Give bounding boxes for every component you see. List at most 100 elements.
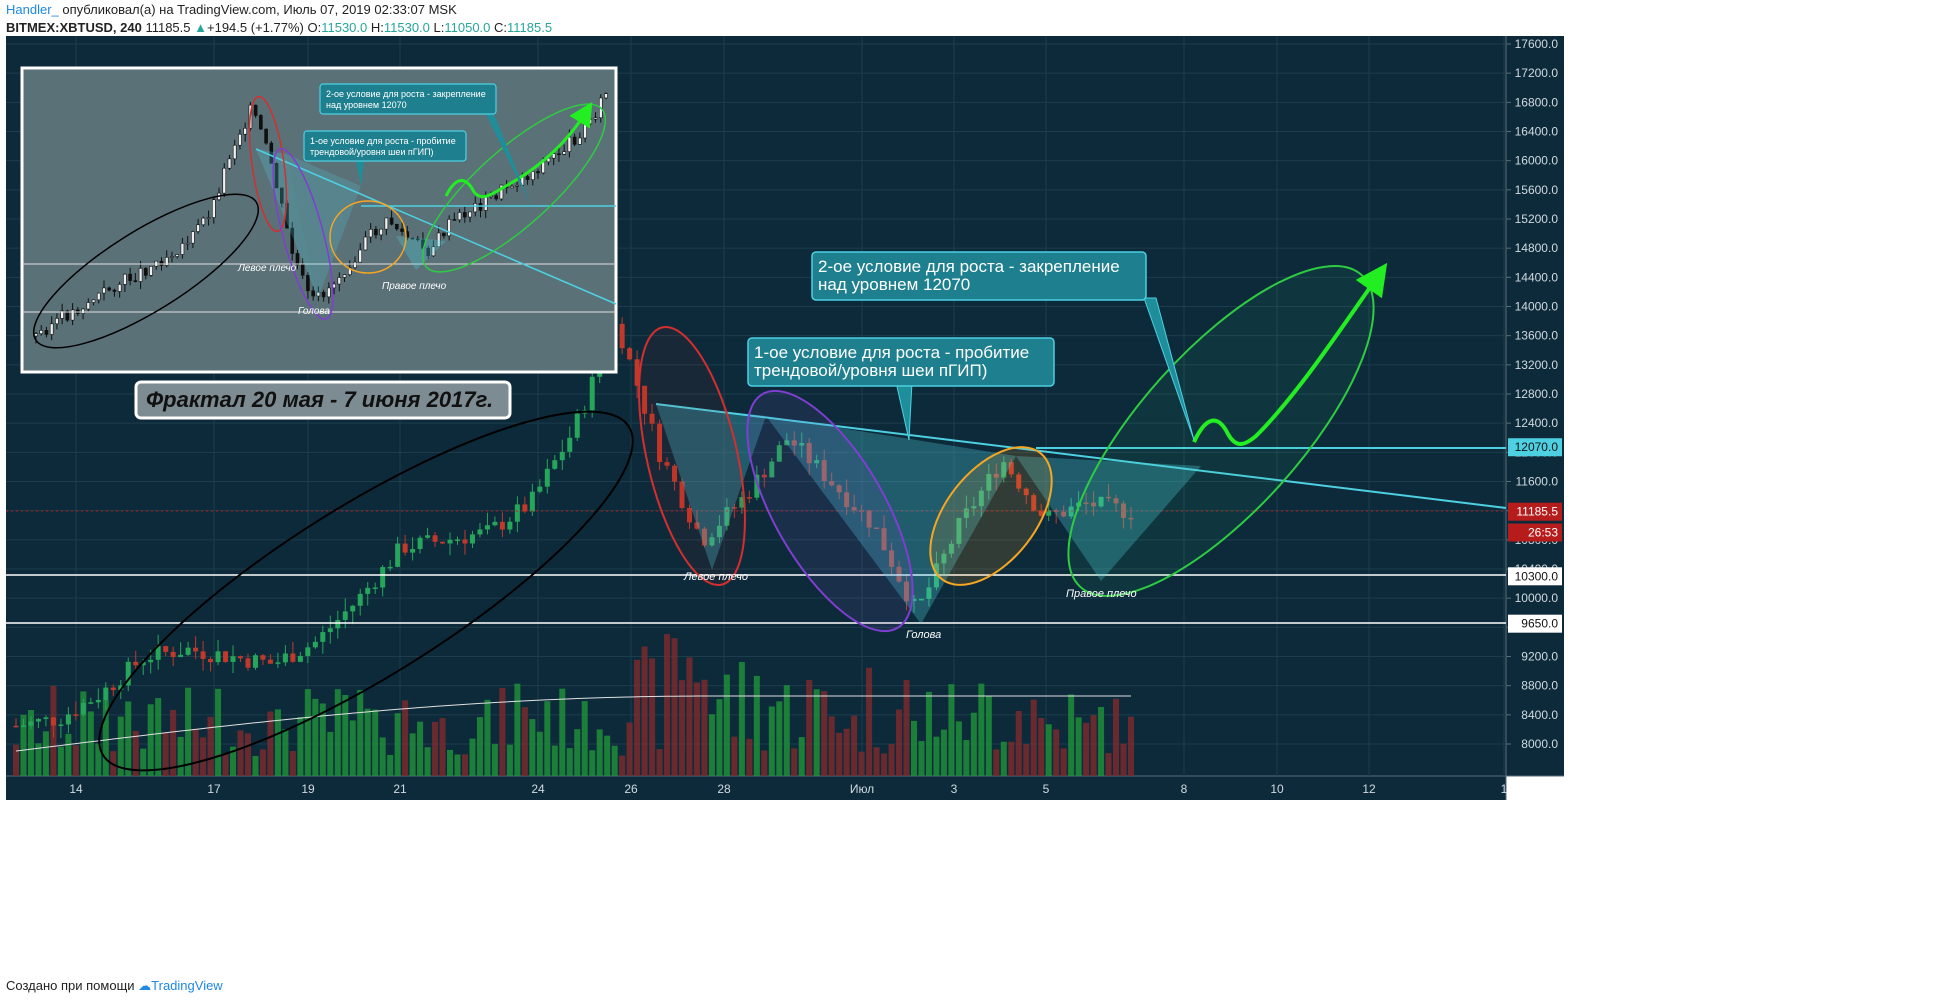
volume-bar xyxy=(708,714,715,776)
candle-body xyxy=(1008,462,1014,475)
candle-body xyxy=(320,632,326,642)
volume-bar xyxy=(746,738,753,776)
candle-body xyxy=(455,539,461,541)
inset-candle xyxy=(238,133,242,146)
volume-bar xyxy=(559,688,566,776)
volume-bar xyxy=(910,720,917,776)
candle-body xyxy=(1106,496,1112,499)
candle-body xyxy=(245,658,251,668)
fractal-inset[interactable]: 1-ое условие для роста - пробитие трендо… xyxy=(15,66,628,374)
candle-body xyxy=(784,440,790,446)
candle-body xyxy=(178,654,184,658)
inset-candle xyxy=(316,291,321,297)
inset-candle xyxy=(123,273,127,285)
candle-body xyxy=(844,492,850,508)
volume-bar xyxy=(1030,699,1037,776)
projection-arrow[interactable] xyxy=(1192,262,1388,446)
last-price: 11185.5 xyxy=(145,20,191,35)
inset-candle xyxy=(34,333,38,337)
candle-body xyxy=(395,543,401,567)
candle-body xyxy=(881,528,887,551)
candle-body xyxy=(35,718,41,722)
price-tag-label: 11185.5 xyxy=(1516,505,1558,519)
volume-bar xyxy=(873,747,880,776)
volume-bar xyxy=(125,701,132,776)
volume-bar xyxy=(798,737,805,776)
candle-body xyxy=(43,717,49,719)
volume-bar xyxy=(461,754,468,776)
candle-body xyxy=(657,423,663,463)
candle-body xyxy=(50,717,56,726)
candle-body xyxy=(13,725,19,728)
ellipse-orange[interactable] xyxy=(906,425,1075,606)
volume-bar xyxy=(1000,741,1007,776)
y-tick-label: 14800.0 xyxy=(1515,241,1559,255)
volume-bar xyxy=(521,707,528,776)
inset-candle xyxy=(588,118,593,125)
tradingview-link[interactable]: TradingView xyxy=(151,978,223,993)
volume-bar xyxy=(1090,715,1097,776)
y-tick-label: 16000.0 xyxy=(1515,154,1559,168)
neckline[interactable] xyxy=(655,403,1507,509)
up-arrow-icon: ▲ xyxy=(194,20,207,35)
candle-body xyxy=(267,659,273,664)
volume-bar xyxy=(529,719,536,776)
volume-bar xyxy=(851,715,858,776)
y-tick-label: 16800.0 xyxy=(1515,95,1559,109)
volume-bar xyxy=(723,674,730,776)
label-head: Голова xyxy=(906,629,941,641)
volume-bar xyxy=(933,736,940,776)
candle-body xyxy=(58,724,64,726)
inset-candle xyxy=(567,136,572,152)
volume-bar xyxy=(1060,748,1067,776)
candle-body xyxy=(133,661,139,666)
candle-body xyxy=(290,653,296,662)
inset-candle xyxy=(164,257,169,266)
triangle-head[interactable] xyxy=(766,416,1016,624)
inset-candle xyxy=(49,323,54,335)
fractal-title-box[interactable]: Фрактал 20 мая - 7 июня 2017г. xyxy=(134,380,512,420)
inset-candle xyxy=(604,93,608,99)
author-link[interactable]: Handler_ xyxy=(6,2,59,17)
hs-pattern[interactable] xyxy=(58,221,1507,828)
candle-body xyxy=(1038,510,1044,516)
ellipse-purple[interactable] xyxy=(715,367,945,656)
triangle-left-shoulder[interactable] xyxy=(656,404,766,570)
inset-candle xyxy=(400,228,404,232)
volume-bar xyxy=(753,675,760,776)
candle-body xyxy=(372,587,378,589)
volume-bar xyxy=(80,691,87,776)
candle-body xyxy=(731,507,737,509)
inset-candle xyxy=(91,299,96,303)
candle-body xyxy=(918,598,924,601)
price-chart[interactable]: 1-ое условие для роста - пробитие трендо… xyxy=(6,36,1950,976)
volume-bar xyxy=(918,741,925,776)
inset-candle xyxy=(426,247,431,257)
volume-bar xyxy=(13,744,19,776)
volume-bar xyxy=(664,634,671,776)
price-axis[interactable] xyxy=(1506,36,1564,776)
candle-body xyxy=(956,517,962,544)
volume-bar xyxy=(940,729,947,776)
inset-candle xyxy=(530,171,535,180)
volume-bar xyxy=(334,689,341,776)
symbol-label[interactable]: BITMEX:XBTUSD, 240 xyxy=(6,20,142,35)
ellipse-black[interactable] xyxy=(58,355,674,828)
candle-body xyxy=(978,490,984,507)
time-axis[interactable] xyxy=(6,776,1506,800)
ellipse-red[interactable] xyxy=(618,317,765,594)
inset-candle xyxy=(536,171,540,174)
candle-body xyxy=(1068,506,1074,517)
candle-body xyxy=(986,473,992,491)
volume-bar xyxy=(866,667,873,776)
inset-candle xyxy=(81,308,85,314)
y-tick-label: 17600.0 xyxy=(1515,37,1559,51)
triangle-right-shoulder[interactable] xyxy=(1016,456,1201,581)
candle-body xyxy=(761,474,767,478)
inset-candle xyxy=(112,289,117,292)
inset-candle xyxy=(295,253,300,266)
callout-1[interactable]: 1-ое условие для роста - пробитие трендо… xyxy=(747,337,1055,441)
callout-2[interactable]: 2-ое условие для роста - закрепление над… xyxy=(811,251,1195,441)
candle-body xyxy=(410,549,416,553)
candle-body xyxy=(1061,511,1067,517)
